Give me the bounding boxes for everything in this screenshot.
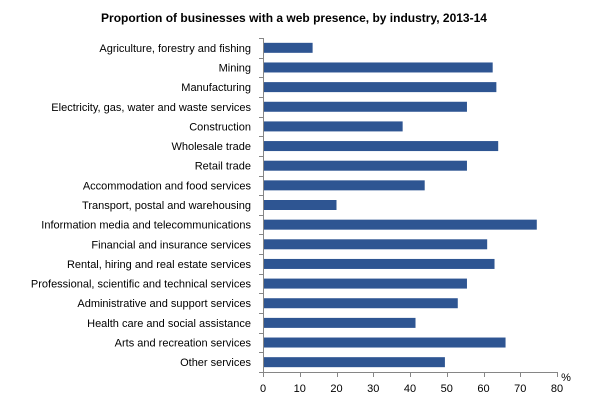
category-label: Administrative and support services [77,298,251,310]
category-label: Manufacturing [181,82,251,94]
category-label: Rental, hiring and real estate services [67,259,252,271]
bar [263,180,425,191]
bar [263,141,499,152]
x-tick-label: 80 [551,383,563,395]
category-label: Other services [180,357,251,369]
category-label: Information media and telecommunications [41,220,251,232]
category-label: Accommodation and food services [83,180,252,192]
bars [263,42,537,368]
chart-title: Proportion of businesses with a web pres… [101,11,487,25]
bar [263,357,445,368]
category-label: Financial and insurance services [91,239,251,251]
x-tick-label: 30 [367,383,379,395]
category-label: Retail trade [195,161,251,173]
bar [263,200,337,210]
x-axis-unit-label: % [561,372,571,384]
bar [263,278,467,289]
x-tick-label: 60 [477,383,489,395]
bar [263,160,467,171]
x-tick-label: 70 [514,383,526,395]
category-label: Wholesale trade [172,141,252,153]
bar [263,101,467,112]
bar [263,62,493,73]
x-tick-label: 20 [330,383,342,395]
category-label: Transport, postal and warehousing [82,200,251,212]
category-label: Health care and social assistance [87,318,251,330]
x-tick-label: 0 [260,383,266,395]
category-label: Agriculture, forestry and fishing [99,43,251,55]
bar [263,337,506,348]
category-labels: Agriculture, forestry and fishing Mining M… [31,43,252,369]
x-tick-label: 50 [441,383,453,395]
category-label: Electricity, gas, water and waste servic… [51,102,251,114]
bar [263,219,537,230]
x-tick-label: 40 [404,383,416,395]
bar [263,239,488,250]
category-label: Mining [219,62,251,74]
bar [263,298,458,309]
category-label: Professional, scientific and technical s… [31,279,252,291]
x-axis: 0 10 20 30 40 50 60 70 80 [259,38,563,395]
bar [263,317,416,328]
bar [263,42,313,53]
category-label: Arts and recreation services [115,338,252,350]
bar [263,82,497,93]
bar [263,258,495,269]
category-label: Construction [189,121,251,133]
bar [263,121,403,132]
x-tick-label: 10 [294,383,306,395]
